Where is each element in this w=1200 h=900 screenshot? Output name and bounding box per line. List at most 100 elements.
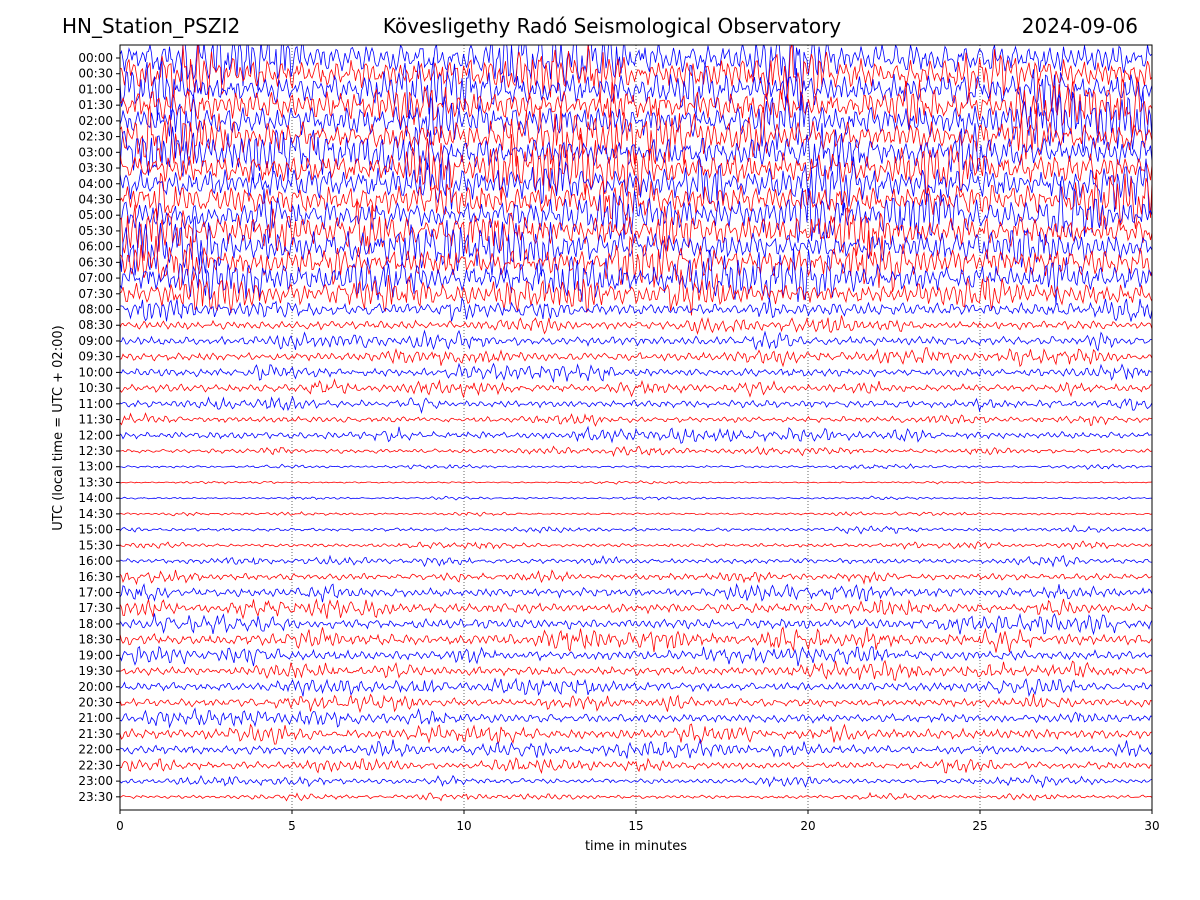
y-tick-label: 09:30 bbox=[78, 350, 113, 364]
trace-0830 bbox=[120, 315, 1152, 335]
station-title: HN_Station_PSZI2 bbox=[62, 14, 241, 38]
trace-1830 bbox=[120, 626, 1152, 653]
trace-1600 bbox=[120, 554, 1152, 568]
y-tick-label: 08:30 bbox=[78, 318, 113, 332]
y-tick-label: 15:30 bbox=[78, 538, 113, 552]
trace-2200 bbox=[120, 738, 1152, 759]
y-tick-label: 00:00 bbox=[78, 51, 113, 65]
y-tick-label: 19:30 bbox=[78, 664, 113, 678]
y-tick-label: 11:00 bbox=[78, 397, 113, 411]
trace-1200 bbox=[120, 425, 1152, 444]
y-tick-label: 07:30 bbox=[78, 287, 113, 301]
y-tick-label: 06:00 bbox=[78, 240, 113, 254]
y-tick-label: 06:30 bbox=[78, 255, 113, 269]
trace-1130 bbox=[120, 412, 1152, 427]
trace-0130 bbox=[120, 76, 1152, 135]
y-tick-label: 14:00 bbox=[78, 491, 113, 505]
y-tick-label: 13:00 bbox=[78, 460, 113, 474]
trace-0400 bbox=[120, 153, 1152, 214]
y-tick-label: 18:30 bbox=[78, 633, 113, 647]
trace-1930 bbox=[120, 659, 1152, 681]
y-tick-label: 10:00 bbox=[78, 365, 113, 379]
trace-1700 bbox=[120, 582, 1152, 603]
trace-0730 bbox=[120, 269, 1152, 316]
y-tick-label: 16:30 bbox=[78, 570, 113, 584]
y-tick-label: 17:30 bbox=[78, 601, 113, 615]
trace-1030 bbox=[120, 378, 1152, 399]
y-tick-label: 19:00 bbox=[78, 648, 113, 662]
y-tick-label: 05:00 bbox=[78, 208, 113, 222]
y-tick-label: 05:30 bbox=[78, 224, 113, 238]
x-tick-label: 30 bbox=[1144, 819, 1159, 833]
y-tick-label: 03:00 bbox=[78, 145, 113, 159]
trace-0930 bbox=[120, 347, 1152, 368]
x-axis-label: time in minutes bbox=[585, 839, 687, 854]
trace-1330 bbox=[120, 480, 1152, 485]
trace-1300 bbox=[120, 463, 1152, 470]
y-tick-label: 09:00 bbox=[78, 334, 113, 348]
trace-1100 bbox=[120, 395, 1152, 415]
trace-group bbox=[120, 45, 1152, 802]
y-tick-label: 11:30 bbox=[78, 413, 113, 427]
y-tick-label: 13:30 bbox=[78, 475, 113, 489]
y-tick-label: 02:30 bbox=[78, 130, 113, 144]
trace-0030 bbox=[120, 45, 1152, 106]
trace-2130 bbox=[120, 723, 1152, 745]
y-tick-label: 22:30 bbox=[78, 758, 113, 772]
trace-1800 bbox=[120, 612, 1152, 636]
y-tick-label: 02:00 bbox=[78, 114, 113, 128]
trace-2000 bbox=[120, 677, 1152, 697]
x-tick-label: 25 bbox=[972, 819, 987, 833]
y-tick-label: 08:00 bbox=[78, 303, 113, 317]
trace-0000 bbox=[120, 45, 1152, 91]
y-tick-label: 18:00 bbox=[78, 617, 113, 631]
y-tick-label: 23:30 bbox=[78, 790, 113, 804]
trace-0500 bbox=[120, 180, 1152, 244]
y-tick-label: 16:00 bbox=[78, 554, 113, 568]
trace-2330 bbox=[120, 791, 1152, 802]
trace-1500 bbox=[120, 524, 1152, 535]
y-tick-label: 20:00 bbox=[78, 680, 113, 694]
trace-1400 bbox=[120, 495, 1152, 501]
trace-1900 bbox=[120, 645, 1152, 667]
y-tick-label: 07:00 bbox=[78, 271, 113, 285]
trace-1230 bbox=[120, 445, 1152, 458]
y-tick-label: 20:30 bbox=[78, 696, 113, 710]
x-tick-label: 10 bbox=[456, 819, 471, 833]
trace-2300 bbox=[120, 774, 1152, 789]
y-tick-label: 03:30 bbox=[78, 161, 113, 175]
y-tick-label: 10:30 bbox=[78, 381, 113, 395]
y-axis-label: UTC (local time = UTC + 02:00) bbox=[51, 325, 66, 530]
y-tick-label: 12:30 bbox=[78, 444, 113, 458]
trace-1630 bbox=[120, 569, 1152, 586]
y-tick-label: 21:00 bbox=[78, 711, 113, 725]
trace-0430 bbox=[120, 172, 1152, 229]
y-tick-label: 01:30 bbox=[78, 98, 113, 112]
y-tick-label: 23:00 bbox=[78, 774, 113, 788]
x-tick-label: 20 bbox=[800, 819, 815, 833]
y-tick-label: 15:00 bbox=[78, 523, 113, 537]
x-tick-label: 15 bbox=[628, 819, 643, 833]
trace-0900 bbox=[120, 329, 1152, 352]
x-tick-label: 0 bbox=[116, 819, 124, 833]
trace-0700 bbox=[120, 247, 1152, 305]
y-tick-label: 22:00 bbox=[78, 743, 113, 757]
y-tick-label: 04:30 bbox=[78, 192, 113, 206]
trace-1000 bbox=[120, 362, 1152, 384]
trace-0600 bbox=[120, 215, 1152, 279]
trace-2030 bbox=[120, 693, 1152, 714]
trace-0100 bbox=[120, 57, 1152, 121]
y-tick-label: 01:00 bbox=[78, 82, 113, 96]
observatory-title: Kövesligethy Radó Seismological Observat… bbox=[382, 14, 842, 38]
grid-lines bbox=[291, 45, 981, 810]
trace-2230 bbox=[120, 757, 1152, 775]
trace-0630 bbox=[120, 230, 1152, 293]
y-tick-label: 21:30 bbox=[78, 727, 113, 741]
trace-1530 bbox=[120, 540, 1152, 550]
y-tick-label: 00:30 bbox=[78, 67, 113, 81]
trace-0330 bbox=[120, 133, 1152, 202]
y-tick-label: 14:30 bbox=[78, 507, 113, 521]
trace-1430 bbox=[120, 511, 1152, 517]
